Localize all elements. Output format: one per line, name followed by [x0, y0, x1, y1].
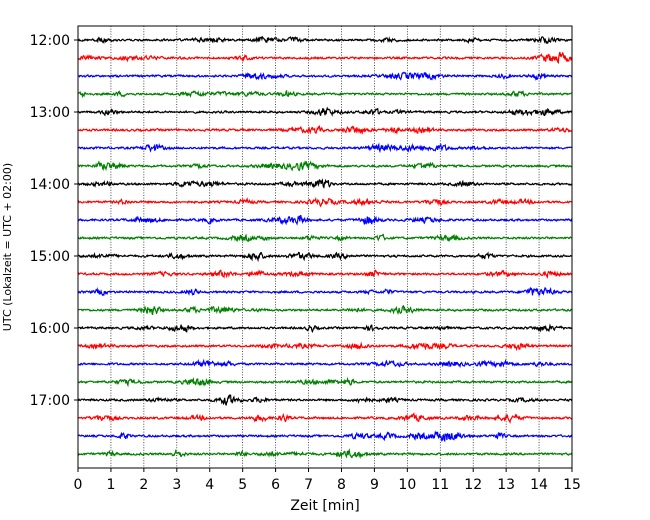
trace-1645	[77, 376, 573, 388]
trace-1415	[77, 196, 573, 208]
x-tick-label-14: 14	[530, 477, 548, 493]
trace-1245	[77, 89, 573, 99]
trace-1715	[77, 412, 573, 425]
x-tick-label-10: 10	[398, 477, 416, 493]
x-tick-label-13: 13	[497, 477, 515, 493]
trace-1445	[77, 233, 573, 243]
plot-area	[78, 26, 572, 468]
x-tick-label-7: 7	[304, 477, 313, 493]
trace-1330	[77, 142, 573, 154]
x-tick-label-0: 0	[74, 477, 83, 493]
x-tick-label-3: 3	[172, 477, 181, 493]
trace-1700	[77, 394, 573, 406]
y-tick-label-4: 16:00	[30, 321, 70, 337]
seismogram-traces	[77, 35, 573, 460]
trace-1230	[77, 71, 573, 82]
trace-1745	[77, 448, 573, 460]
trace-1500	[77, 251, 573, 263]
x-tick-label-4: 4	[205, 477, 214, 493]
trace-1545	[77, 304, 573, 316]
trace-1430	[77, 214, 573, 226]
x-axis-ticks: 0 1 2 3 4 5 6 7 8 9 10 11 12 13 14 15	[74, 468, 581, 493]
trace-1515	[77, 269, 573, 279]
x-tick-label-12: 12	[464, 477, 482, 493]
x-axis-label: Zeit [min]	[290, 498, 359, 514]
x-tick-label-8: 8	[337, 477, 346, 493]
trace-1215	[77, 51, 573, 65]
trace-1730	[77, 430, 573, 443]
x-tick-label-15: 15	[563, 477, 581, 493]
trace-1200	[77, 35, 573, 45]
y-tick-label-3: 15:00	[30, 249, 70, 265]
trace-1400	[77, 178, 573, 189]
plot-frame-border	[77, 25, 573, 469]
trace-1615	[77, 341, 573, 352]
trace-1600	[77, 323, 573, 334]
y-tick-label-0: 12:00	[30, 33, 70, 49]
grid-lines	[110, 26, 540, 468]
y-axis-label: UTC (Lokalzeit = UTC + 02:00)	[1, 163, 14, 331]
x-tick-label-1: 1	[106, 477, 115, 493]
trace-1315	[77, 124, 573, 135]
x-tick-label-9: 9	[370, 477, 379, 493]
x-tick-label-6: 6	[271, 477, 280, 493]
y-axis-ticks: 12:00 13:00 14:00 15:00 16:00 17:00	[30, 33, 78, 409]
x-tick-label-2: 2	[139, 477, 148, 493]
trace-1630	[77, 358, 573, 369]
x-tick-label-11: 11	[431, 477, 449, 493]
y-tick-label-2: 14:00	[30, 177, 70, 193]
trace-1300	[77, 106, 573, 118]
trace-1530	[77, 286, 573, 297]
y-tick-label-5: 17:00	[30, 393, 70, 409]
x-tick-label-5: 5	[238, 477, 247, 493]
y-tick-label-1: 13:00	[30, 105, 70, 121]
trace-1345	[77, 160, 573, 172]
